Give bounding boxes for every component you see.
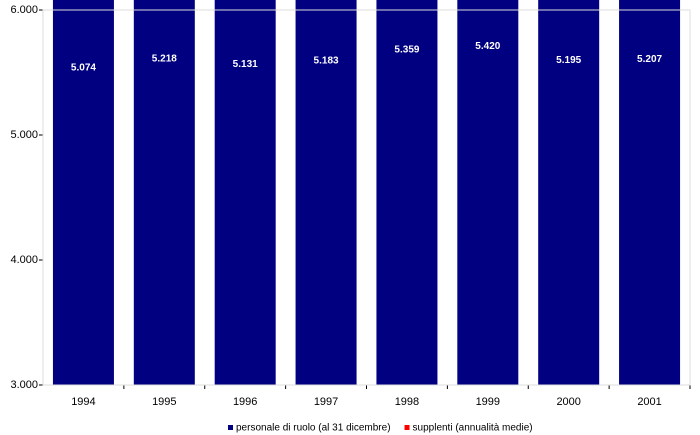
value-label: 5.207: [637, 54, 662, 65]
y-tick-label: 3.000: [10, 379, 38, 391]
bar-segment: [294, 0, 358, 386]
value-label: 5.195: [556, 55, 581, 66]
y-tick-label: 6.000: [10, 4, 38, 16]
x-tick-label: 1999: [476, 396, 500, 408]
x-tick-label: 1997: [314, 396, 338, 408]
bar-segment: [456, 0, 520, 386]
value-label: 5.183: [314, 56, 339, 67]
y-tick-label: 5.000: [10, 129, 38, 141]
value-label: 5.420: [475, 41, 500, 52]
bar-segment: [375, 0, 439, 386]
x-tick-label: 1996: [233, 396, 257, 408]
legend-label: supplenti (annualità medie): [413, 423, 533, 434]
value-label: 5.359: [394, 45, 419, 56]
bar-segment: [132, 0, 196, 386]
value-label: 5.218: [152, 54, 177, 65]
legend-swatch: [228, 425, 233, 430]
legend-label: personale di ruolo (al 31 dicembre): [236, 423, 391, 434]
value-label: 5.131: [233, 59, 258, 70]
x-tick-label: 2001: [637, 396, 661, 408]
bar-segment: [213, 0, 277, 386]
x-tick-label: 1994: [71, 396, 95, 408]
bar-segment: [618, 0, 682, 386]
bar-segment: [51, 0, 115, 386]
x-tick-label: 1998: [395, 396, 419, 408]
x-tick-label: 1995: [152, 396, 176, 408]
value-label: 5.074: [71, 63, 96, 74]
legend-swatch: [404, 425, 410, 430]
plot-frame: [42, 9, 691, 386]
x-tick-label: 2000: [556, 396, 580, 408]
y-tick-label: 4.000: [10, 254, 38, 266]
